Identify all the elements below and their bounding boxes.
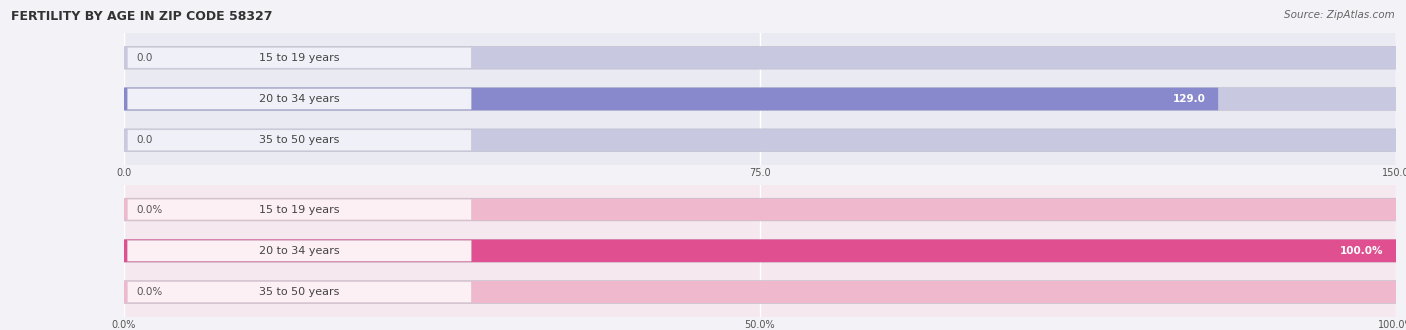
Text: 15 to 19 years: 15 to 19 years [259,205,340,214]
Text: Source: ZipAtlas.com: Source: ZipAtlas.com [1284,10,1395,20]
FancyBboxPatch shape [124,47,1396,69]
Text: 0.0: 0.0 [136,135,153,145]
FancyBboxPatch shape [124,281,1396,303]
FancyBboxPatch shape [128,282,471,302]
FancyBboxPatch shape [128,199,471,220]
Text: 35 to 50 years: 35 to 50 years [259,135,339,145]
FancyBboxPatch shape [128,130,471,150]
Text: 129.0: 129.0 [1173,94,1205,104]
FancyBboxPatch shape [128,48,471,68]
FancyBboxPatch shape [128,240,471,261]
Text: 35 to 50 years: 35 to 50 years [259,287,339,297]
Text: 0.0%: 0.0% [136,287,163,297]
FancyBboxPatch shape [124,240,1396,262]
Text: 15 to 19 years: 15 to 19 years [259,53,340,63]
FancyBboxPatch shape [124,88,1218,110]
Text: 0.0: 0.0 [136,53,153,63]
Text: 20 to 34 years: 20 to 34 years [259,246,340,256]
FancyBboxPatch shape [124,240,1396,262]
Text: 100.0%: 100.0% [1340,246,1384,256]
FancyBboxPatch shape [124,129,1396,151]
Text: 0.0%: 0.0% [136,205,163,214]
Text: 20 to 34 years: 20 to 34 years [259,94,340,104]
Text: FERTILITY BY AGE IN ZIP CODE 58327: FERTILITY BY AGE IN ZIP CODE 58327 [11,10,273,23]
FancyBboxPatch shape [124,198,1396,221]
FancyBboxPatch shape [124,88,1396,110]
FancyBboxPatch shape [128,88,471,110]
